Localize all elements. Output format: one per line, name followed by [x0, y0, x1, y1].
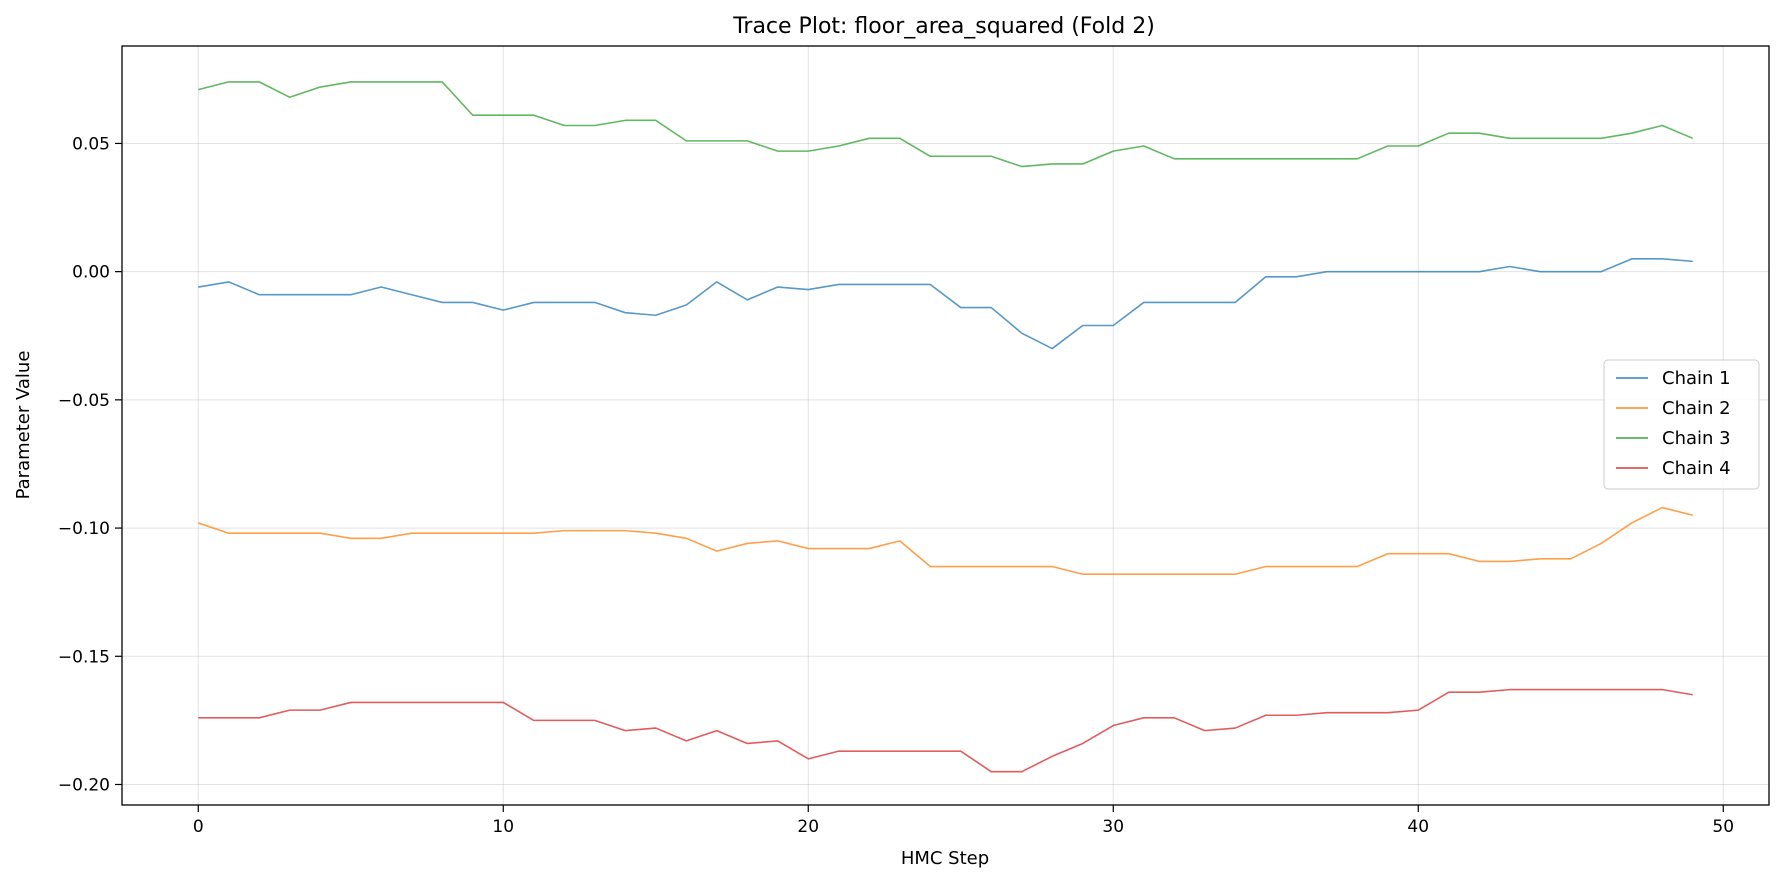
y-tick-label: −0.10: [58, 519, 110, 539]
series-line-chain-3: [198, 81, 1694, 168]
x-tick-label: 20: [797, 817, 819, 837]
legend-label: Chain 2: [1662, 398, 1731, 419]
legend-label: Chain 1: [1662, 368, 1731, 389]
legend-item-chain-4: Chain 4: [1616, 458, 1731, 479]
y-tick-label: 0.05: [72, 134, 110, 154]
y-axis-label: Parameter Value: [13, 351, 34, 500]
series-lines: [197, 81, 1694, 773]
legend-label: Chain 3: [1662, 428, 1731, 449]
x-tick-label: 10: [492, 817, 514, 837]
x-axis-label: HMC Step: [901, 848, 989, 869]
series-line-chain-4: [198, 688, 1693, 773]
legend-item-chain-2: Chain 2: [1616, 398, 1731, 419]
legend: Chain 1 Chain 2 Chain 3 Chain 4: [1603, 359, 1760, 490]
series-line-chain-1: [198, 258, 1693, 350]
legend-item-chain-3: Chain 3: [1616, 428, 1731, 449]
x-tick-label: 30: [1102, 817, 1124, 837]
legend-label: Chain 4: [1662, 458, 1731, 479]
legend-box: [1603, 359, 1760, 490]
y-tick-label: −0.05: [58, 391, 110, 411]
y-tick-label: −0.15: [58, 647, 110, 667]
chart-title: Trace Plot: floor_area_squared (Fold 2): [732, 14, 1155, 39]
x-tick-label: 40: [1407, 817, 1429, 837]
axis-ticks: 0 10 20 30 40 50 −0.20 −0.15 −0.10 −0.05 0.00 0.05: [58, 134, 1734, 837]
x-tick-label: 50: [1712, 817, 1734, 837]
x-tick-label: 0: [193, 817, 204, 837]
series-line-chain-2: [197, 506, 1693, 576]
plot-area-frame: [121, 45, 1770, 806]
y-tick-label: 0.00: [72, 263, 110, 283]
y-tick-label: −0.20: [58, 775, 110, 795]
legend-item-chain-1: Chain 1: [1616, 368, 1731, 389]
